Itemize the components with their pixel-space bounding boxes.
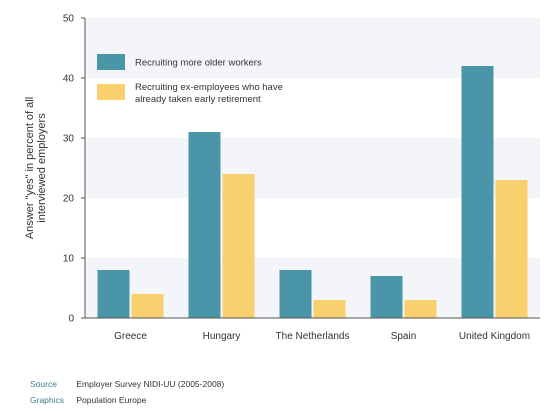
y-tick-label: 0	[68, 314, 74, 325]
legend-label: already taken early retirement	[135, 94, 261, 105]
x-tick-label: Spain	[391, 331, 417, 342]
x-tick-label: Hungary	[203, 331, 241, 342]
y-axis-label-line: interviewed employers	[36, 113, 48, 223]
graphics-line: Graphics Population Europe	[30, 395, 146, 405]
legend: Recruiting more older workers Recruiting …	[97, 54, 283, 105]
bar-ex-employees-united-kingdom	[495, 180, 528, 318]
bar-older-workers-spain	[370, 276, 403, 318]
bars	[97, 66, 528, 318]
x-tick-labels: Greece Hungary The Netherlands Spain United …	[114, 331, 530, 342]
bar-older-workers-greece	[97, 270, 130, 318]
y-tick-label: 50	[63, 14, 75, 25]
graphics-label: Graphics	[30, 395, 65, 405]
x-tick-label: The Netherlands	[276, 331, 350, 342]
legend-swatch	[97, 54, 125, 70]
source-label: Source	[30, 379, 57, 389]
bar-chart: 0 10 20 30 40 50 Greece Hungary The Netherlands…	[24, 14, 540, 342]
y-tick-labels: 0 10 20 30 40 50	[63, 14, 85, 325]
legend-label: Recruiting more older workers	[135, 58, 262, 69]
x-tick-label: United Kingdom	[459, 331, 530, 342]
y-tick-label: 10	[63, 254, 75, 265]
y-tick-label: 30	[63, 134, 75, 145]
y-axis-label: Answer "yes" in percent of all interviewe…	[24, 97, 48, 239]
bar-ex-employees-the-netherlands	[313, 300, 346, 318]
y-tick-label: 20	[63, 194, 75, 205]
bar-older-workers-hungary	[188, 132, 221, 318]
bar-ex-employees-spain	[404, 300, 437, 318]
x-tick-label: Greece	[114, 331, 147, 342]
source-line: Source Employer Survey NIDI-UU (2005-200…	[30, 379, 224, 389]
graphics-text: Population Europe	[76, 395, 147, 405]
bar-older-workers-united-kingdom	[461, 66, 494, 318]
axes	[84, 18, 540, 319]
legend-label: Recruiting ex-employees who have	[135, 82, 283, 93]
bar-ex-employees-hungary	[222, 174, 255, 318]
legend-swatch	[97, 84, 125, 100]
bar-older-workers-the-netherlands	[279, 270, 312, 318]
y-tick-label: 40	[63, 74, 75, 85]
source-text: Employer Survey NIDI-UU (2005-2008)	[76, 379, 225, 389]
bar-ex-employees-greece	[131, 294, 164, 318]
y-axis-label-line: Answer "yes" in percent of all	[24, 97, 36, 239]
